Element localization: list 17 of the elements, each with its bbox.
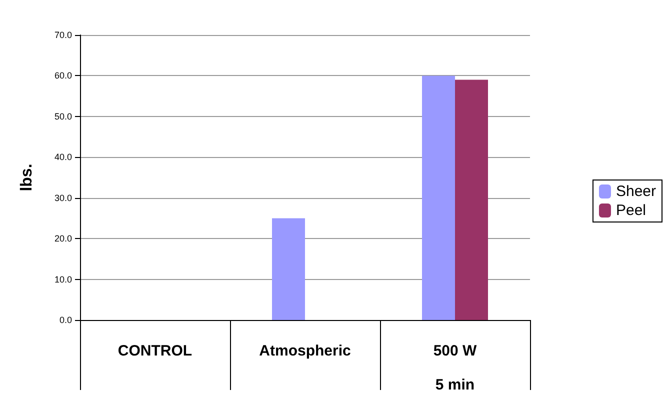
legend-label: Sheer: [616, 183, 656, 200]
x-tick-label: 500 W 5 min: [433, 342, 478, 394]
bar: [422, 76, 455, 320]
legend-label: Peel: [616, 202, 646, 219]
x-tick-label: Atmospheric: [259, 342, 351, 360]
y-axis-title: lbs.: [18, 164, 36, 192]
y-tick-label: 50.0: [54, 111, 72, 122]
y-tick-label: 30.0: [54, 192, 72, 203]
x-tick-label: CONTROL: [118, 342, 192, 360]
y-tick-label: 60.0: [54, 70, 72, 81]
y-tick-label: 40.0: [54, 152, 72, 162]
y-tick-label: 20.0: [54, 234, 72, 244]
y-tick-label: 70.0: [54, 30, 72, 40]
y-tick-label: 10.0: [54, 274, 72, 284]
bar: [455, 80, 488, 320]
y-tick-label: 0.0: [59, 315, 72, 325]
bar: [272, 218, 305, 320]
